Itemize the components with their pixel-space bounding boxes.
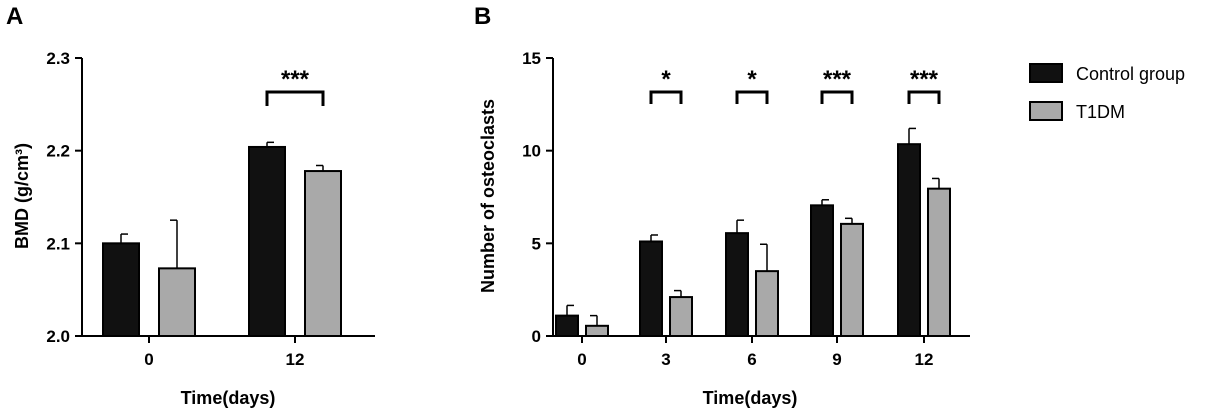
legend: Control group T1DM	[1029, 63, 1185, 122]
panel-b-x-tick-label: 3	[661, 350, 670, 369]
panel-b-x-tick-label: 6	[747, 350, 756, 369]
panel-b-bar	[927, 187, 951, 337]
panel-b-y-tick-label: 10	[522, 142, 541, 161]
panel-b-x-tick-label: 9	[832, 350, 841, 369]
legend-swatch-control	[1029, 63, 1063, 83]
panel-a-y-tick-label: 2.3	[46, 49, 70, 68]
panel-b-y-tick-label: 15	[522, 49, 541, 68]
panel-b-bar	[840, 222, 864, 337]
panel-a-y-tick-label: 2.0	[46, 327, 70, 346]
legend-swatch-t1dm	[1029, 101, 1063, 121]
panel-b-significance-bracket	[649, 90, 683, 104]
panel-b-significance-label: ***	[823, 66, 852, 93]
panel-b-letter: B	[474, 3, 491, 30]
panel-b-bar	[585, 324, 609, 338]
legend-label-t1dm: T1DM	[1076, 102, 1125, 122]
panel-a-significance-label: ***	[281, 66, 310, 93]
panel-b-y-tick-label: 5	[532, 234, 541, 253]
panel-a-x-tick-label: 0	[144, 350, 153, 369]
panel-b-bar	[810, 204, 834, 337]
panel-b-significance-label: *	[661, 66, 671, 93]
panel-b-significance-bracket	[820, 90, 854, 104]
panel-a-plot: 2.0 2.1 2.2 2.3 0 12 ***	[46, 49, 375, 369]
legend-label-control: Control group	[1076, 64, 1185, 84]
panel-a-bar	[248, 145, 286, 337]
panel-b-x-tick-label: 0	[577, 350, 586, 369]
panel-a-y-tick-label: 2.2	[46, 142, 70, 161]
panel-a-significance-bracket	[265, 90, 325, 106]
panel-b-significance-bracket	[735, 90, 769, 104]
panel-a-bar	[304, 170, 342, 337]
panel-b-significance-label: ***	[910, 66, 939, 93]
panel-b-bar	[755, 270, 779, 337]
panel-a-x-axis-label: Time(days)	[181, 388, 276, 408]
panel-b-bar	[725, 232, 749, 337]
panel-a-bar	[102, 242, 140, 337]
panel-a-x-tick-label: 12	[286, 350, 305, 369]
panel-b-bar	[555, 314, 579, 338]
panel-b-bar	[897, 143, 921, 337]
panel-b-significance-bracket	[907, 90, 941, 104]
panel-b-bar	[669, 296, 693, 337]
panel-a-bar	[158, 267, 196, 337]
panel-a-letter: A	[6, 3, 23, 30]
panel-b-y-tick-label: 0	[532, 327, 541, 346]
panel-b-x-tick-label: 12	[915, 350, 934, 369]
panel-b-significance-label: *	[747, 66, 757, 93]
panel-a-y-axis-label: BMD (g/cm³)	[12, 143, 32, 249]
panel-b-bar	[639, 240, 663, 337]
panel-b-y-axis-label: Number of osteoclasts	[478, 99, 498, 293]
panel-a-y-tick-label: 2.1	[46, 234, 70, 253]
panel-b-x-axis-label: Time(days)	[703, 388, 798, 408]
